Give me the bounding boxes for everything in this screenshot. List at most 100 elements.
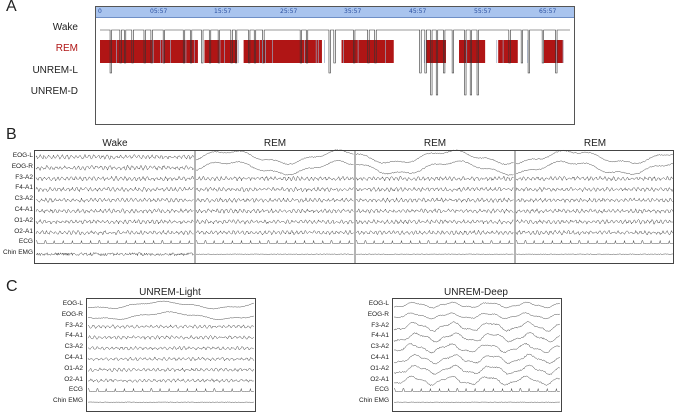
time-tick: 45:57 bbox=[409, 8, 427, 15]
panel-c-left-box bbox=[86, 298, 256, 412]
panel-label-c: C bbox=[6, 278, 18, 295]
hypnogram-plot bbox=[100, 29, 570, 96]
unrem-light-title: UNREM-Light bbox=[139, 287, 201, 298]
trace-ecg bbox=[35, 239, 194, 244]
trace-ecg bbox=[393, 388, 560, 392]
panel-label-a: A bbox=[6, 0, 17, 15]
trace-o2-a1 bbox=[195, 229, 354, 236]
trace-o1-a2 bbox=[195, 219, 354, 225]
channel-label: ECG bbox=[68, 386, 83, 394]
trace-chin-emg bbox=[35, 251, 194, 257]
trace-f3-a2 bbox=[393, 321, 560, 332]
epoch-title: Wake bbox=[102, 138, 128, 149]
trace-o2-a1 bbox=[87, 378, 255, 383]
channel-label: EOG-R bbox=[367, 310, 389, 318]
channel-label: O2-A1 bbox=[64, 375, 83, 383]
trace-c4-a1 bbox=[87, 356, 255, 362]
trace-c3-a2 bbox=[393, 342, 560, 354]
trace-o1-a2 bbox=[87, 367, 255, 373]
channel-label: F3-A2 bbox=[371, 321, 389, 329]
panel-label-b: B bbox=[6, 126, 17, 143]
trace-o1-a2 bbox=[35, 218, 194, 225]
trace-o2-a1 bbox=[355, 229, 514, 236]
time-tick: 25:57 bbox=[280, 8, 298, 15]
trace-eog-l bbox=[515, 149, 674, 165]
trace-eog-l bbox=[355, 149, 514, 165]
trace-c3-a2 bbox=[195, 197, 354, 204]
channel-label: Chin EMG bbox=[3, 249, 33, 257]
channel-label: O2-A1 bbox=[370, 375, 389, 383]
epoch-title: REM bbox=[583, 138, 607, 149]
trace-chin-emg bbox=[355, 253, 514, 255]
hypnogram-box: 0 05:57 15:57 25:57 35:57 45:57 55:57 65… bbox=[95, 6, 575, 125]
time-tick: 0 bbox=[98, 8, 102, 15]
channel-label: C3-A2 bbox=[370, 343, 389, 351]
trace-o1-a2 bbox=[393, 364, 560, 376]
channel-label: F3-A2 bbox=[65, 321, 83, 329]
channel-label: C4-A1 bbox=[370, 354, 389, 361]
trace-f4-a1 bbox=[393, 331, 561, 343]
trace-c4-a1 bbox=[515, 208, 674, 214]
trace-c3-a2 bbox=[355, 197, 514, 204]
time-tick: 55:57 bbox=[474, 8, 492, 15]
stage-label-unrem-l: UNREM-L bbox=[32, 65, 78, 76]
trace-f4-a1 bbox=[35, 186, 194, 193]
time-tick: 65:57 bbox=[539, 8, 557, 15]
channel-label: ECG bbox=[18, 238, 33, 246]
trace-c3-a2 bbox=[35, 197, 194, 203]
rem-block bbox=[498, 40, 518, 63]
trace-eog-l bbox=[393, 301, 561, 309]
trace-eog-r bbox=[35, 164, 194, 171]
epoch-title: REM bbox=[263, 138, 287, 149]
channel-label: F4-A1 bbox=[371, 332, 389, 340]
trace-c4-a1 bbox=[35, 207, 194, 214]
trace-ecg bbox=[87, 388, 254, 392]
trace-eog-l bbox=[195, 149, 354, 165]
trace-f4-a1 bbox=[515, 186, 674, 193]
channel-label: O2-A1 bbox=[14, 227, 33, 235]
channel-label: EOG-R bbox=[11, 162, 33, 170]
trace-eog-r bbox=[355, 160, 514, 176]
channel-label: C3-A2 bbox=[14, 195, 33, 203]
hypnogram-time-ruler: 0 05:57 15:57 25:57 35:57 45:57 55:57 65… bbox=[96, 7, 574, 18]
channel-label: Chin EMG bbox=[53, 397, 83, 405]
time-tick: 15:57 bbox=[214, 8, 232, 15]
panel-b-signal-box bbox=[34, 149, 674, 264]
channel-label: F4-A1 bbox=[65, 332, 83, 340]
panel-c-right-box bbox=[392, 298, 562, 412]
stage-label-wake: Wake bbox=[52, 22, 78, 33]
time-tick: 05:57 bbox=[150, 8, 168, 15]
trace-f3-a2 bbox=[35, 175, 194, 182]
panel-b-traces bbox=[35, 149, 674, 263]
rem-block bbox=[243, 40, 322, 63]
channel-label: EOG-R bbox=[61, 310, 83, 318]
epoch-title: REM bbox=[423, 138, 447, 149]
trace-chin-emg bbox=[515, 253, 674, 255]
trace-ecg bbox=[515, 240, 674, 244]
stage-label-rem: REM bbox=[55, 43, 78, 54]
rem-block bbox=[543, 40, 564, 63]
stage-label-unrem-d: UNREM-D bbox=[30, 86, 78, 97]
trace-f3-a2 bbox=[87, 324, 255, 330]
unrem-deep-traces bbox=[393, 301, 561, 403]
trace-chin-emg bbox=[195, 253, 354, 255]
channel-label: EOG-L bbox=[368, 300, 389, 307]
rem-block bbox=[459, 40, 486, 63]
trace-o2-a1 bbox=[35, 229, 194, 236]
trace-eog-r bbox=[87, 311, 254, 320]
trace-o2-a1 bbox=[515, 229, 674, 236]
trace-eog-r bbox=[393, 312, 561, 320]
trace-chin-emg bbox=[87, 401, 254, 403]
unrem-deep-title: UNREM-Deep bbox=[444, 287, 508, 298]
channel-label: O1-A2 bbox=[14, 216, 33, 224]
trace-ecg bbox=[195, 240, 354, 244]
trace-f4-a1 bbox=[355, 186, 514, 193]
channel-label: C4-A1 bbox=[64, 354, 83, 361]
trace-o1-a2 bbox=[355, 218, 514, 225]
channel-label: EOG-L bbox=[62, 300, 83, 307]
channel-label: ECG bbox=[374, 386, 389, 394]
channel-label: F3-A2 bbox=[15, 173, 33, 181]
trace-eog-l bbox=[87, 300, 254, 310]
channel-label: Chin EMG bbox=[359, 397, 389, 405]
rem-block bbox=[204, 40, 238, 63]
